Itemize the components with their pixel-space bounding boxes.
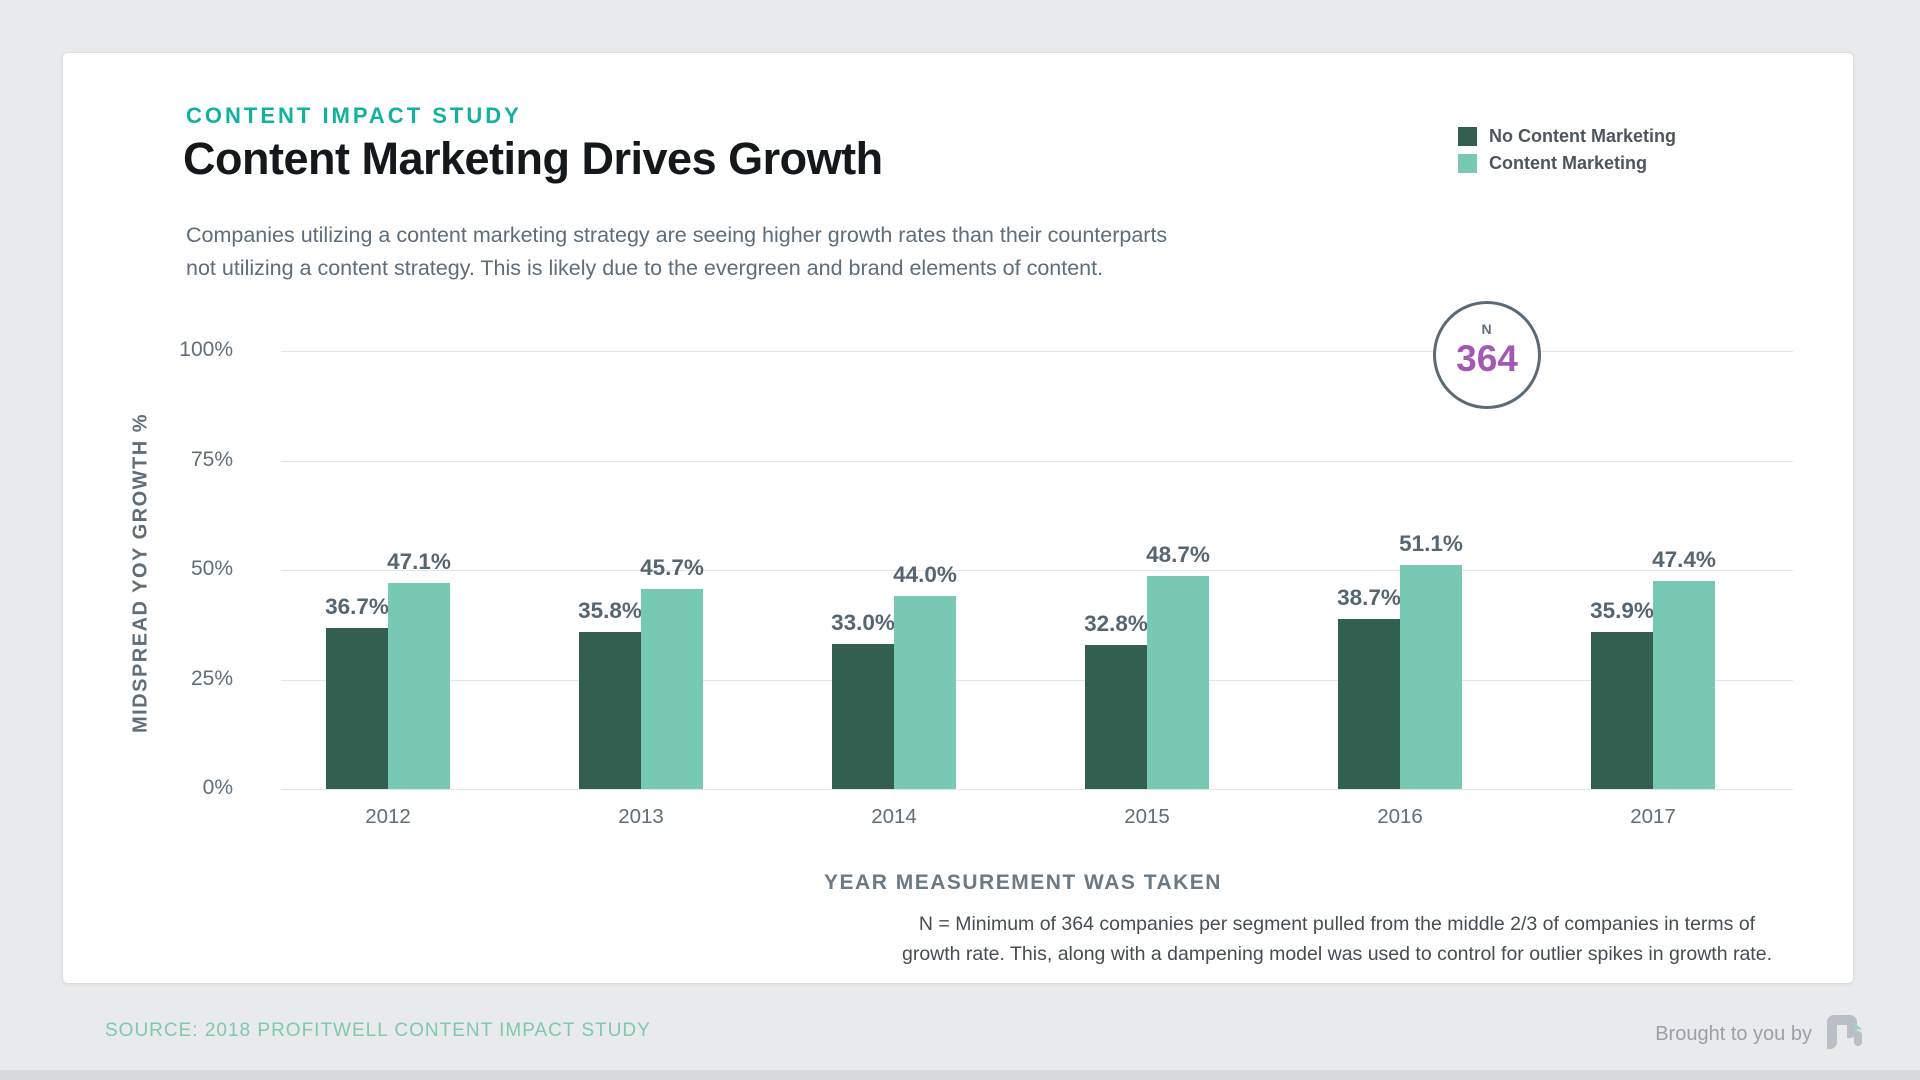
y-tick-label-50pct: 50% xyxy=(190,557,233,580)
legend-swatch-icon xyxy=(1458,127,1477,146)
y-tick-label-25pct: 25% xyxy=(190,666,233,690)
x-tick-label-2013: 2013 xyxy=(618,805,664,828)
bar-content-2016 xyxy=(1400,565,1462,789)
bar-value-2013-content: 45.7% xyxy=(640,554,704,580)
x-tick-label-2014: 2014 xyxy=(871,805,917,828)
legend-item-label: Content Marketing xyxy=(1489,153,1648,173)
gridline-25pct xyxy=(281,679,1793,681)
bar-value-2015-no-content: 32.8% xyxy=(1084,611,1148,637)
footnote-line-2: growth rate. This, along with a dampenin… xyxy=(901,943,1772,965)
x-axis-title: YEAR MEASUREMENT WAS TAKEN xyxy=(824,871,1222,894)
legend-item-label: No Content Marketing xyxy=(1489,126,1676,146)
legend-swatch-icon xyxy=(1458,154,1477,173)
bar-content-2015 xyxy=(1147,575,1209,789)
brought-to-you-by-text: Brought to you by xyxy=(1655,1023,1812,1045)
bar-value-2013-no-content: 35.8% xyxy=(578,598,642,624)
bar-content-2014 xyxy=(894,596,956,789)
bar-content-2012 xyxy=(388,582,450,789)
footnote: N = Minimum of 364 companies per segment… xyxy=(871,909,1803,969)
bar-value-2012-no-content: 36.7% xyxy=(325,594,389,620)
bar-value-2014-no-content: 33.0% xyxy=(831,610,895,636)
bar-value-2014-content: 44.0% xyxy=(893,562,957,588)
gridline-0pct xyxy=(281,789,1793,790)
bar-value-2016-no-content: 38.7% xyxy=(1337,585,1401,611)
bar-content-2013 xyxy=(641,588,703,789)
sample-size-label: N xyxy=(1481,321,1493,337)
footnote-line-1: N = Minimum of 364 companies per segment… xyxy=(918,913,1756,935)
sample-size-badge: N 364 xyxy=(1433,301,1541,409)
gridline-50pct xyxy=(281,570,1793,571)
brought-to-you-by: Brought to you by xyxy=(1655,1012,1864,1057)
bar-no-content-2013 xyxy=(579,632,641,789)
subtitle-line-2: not utilizing a content strategy. This i… xyxy=(186,256,1104,280)
gridline-100pct xyxy=(281,351,1793,352)
x-tick-label-2015: 2015 xyxy=(1124,805,1170,828)
y-tick-label-100pct: 100% xyxy=(179,338,233,361)
legend-item-no-content-marketing: No Content Marketing xyxy=(1458,123,1676,150)
x-tick-label-2017: 2017 xyxy=(1630,805,1676,828)
bar-no-content-2017 xyxy=(1591,631,1653,789)
x-tick-label-2012: 2012 xyxy=(365,805,411,828)
bar-content-2017 xyxy=(1653,581,1715,789)
bar-value-2012-content: 47.1% xyxy=(387,548,451,574)
y-tick-label-0pct: 0% xyxy=(202,776,233,799)
bottom-edge-strip xyxy=(0,1070,1920,1080)
eyebrow-label: CONTENT IMPACT STUDY xyxy=(186,103,522,128)
bar-no-content-2012 xyxy=(326,628,388,789)
bar-no-content-2015 xyxy=(1085,645,1147,789)
chart-legend: No Content Marketing Content Marketing xyxy=(1458,123,1676,177)
bar-no-content-2016 xyxy=(1338,619,1400,789)
y-tick-label-75pct: 75% xyxy=(190,447,233,471)
chart-card: CONTENT IMPACT STUDY Content Marketing D… xyxy=(62,52,1854,984)
x-tick-label-2016: 2016 xyxy=(1377,805,1423,828)
source-attribution: SOURCE: 2018 PROFITWELL CONTENT IMPACT S… xyxy=(105,1020,651,1041)
subtitle: Companies utilizing a content marketing … xyxy=(186,219,1167,285)
gridline-75pct xyxy=(281,460,1793,462)
bar-value-2016-content: 51.1% xyxy=(1399,531,1463,557)
bar-value-2015-content: 48.7% xyxy=(1146,541,1210,567)
profitwell-logo-icon xyxy=(1824,1012,1864,1057)
legend-item-content-marketing: Content Marketing xyxy=(1458,150,1676,177)
sample-size-value: 364 xyxy=(1456,338,1518,379)
bar-value-2017-content: 47.4% xyxy=(1652,547,1716,573)
bar-value-2017-no-content: 35.9% xyxy=(1590,597,1654,623)
subtitle-line-1: Companies utilizing a content marketing … xyxy=(186,223,1168,247)
y-axis-title: MIDSPREAD YOY GROWTH % xyxy=(129,412,152,734)
page-title: Content Marketing Drives Growth xyxy=(183,133,883,184)
bar-no-content-2014 xyxy=(832,644,894,789)
